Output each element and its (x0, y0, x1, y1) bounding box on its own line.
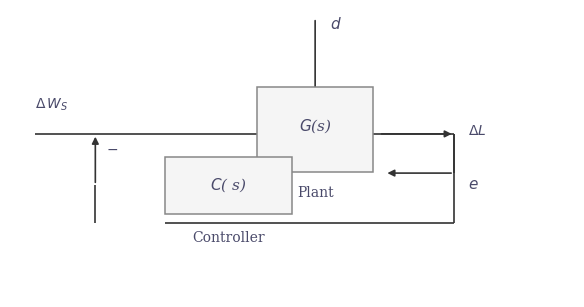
Text: $d$: $d$ (329, 16, 342, 32)
Text: $e$: $e$ (468, 178, 479, 192)
Text: $-$: $-$ (106, 142, 118, 156)
Text: $\Delta\,W_S$: $\Delta\,W_S$ (34, 96, 68, 113)
Text: Plant: Plant (297, 186, 333, 200)
Bar (258, 87, 373, 172)
Bar (165, 157, 292, 214)
Text: $G$(s): $G$(s) (298, 118, 332, 135)
Text: Controller: Controller (192, 231, 265, 245)
Text: $C$( s): $C$( s) (210, 176, 246, 194)
Text: $\Delta L$: $\Delta L$ (468, 124, 487, 138)
